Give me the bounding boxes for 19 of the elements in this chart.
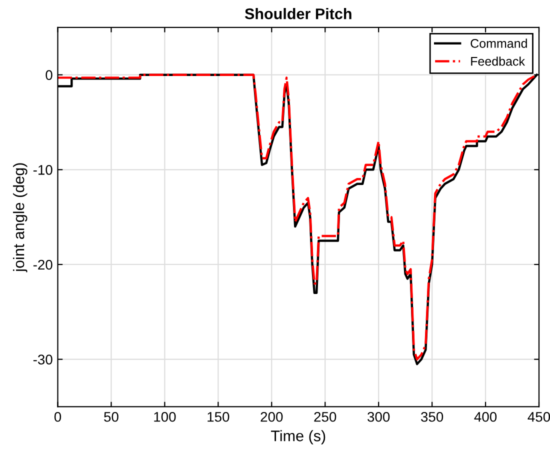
x-tick-label: 100 [154, 412, 176, 422]
legend-label: Command [470, 38, 527, 48]
x-tick-label: 300 [368, 412, 390, 422]
x-tick-label: 350 [421, 412, 444, 422]
x-tick-label: 400 [474, 412, 497, 422]
legend-label: Feedback [471, 56, 526, 66]
x-tick-label: 50 [104, 412, 118, 422]
x-tick-label: 0 [54, 412, 62, 422]
x-axis-title: Time (s) [271, 430, 326, 444]
x-tick-label: 450 [528, 412, 550, 422]
x-tick-label: 250 [314, 412, 336, 422]
y-tick-label: -20 [33, 260, 52, 270]
x-tick-label: 200 [260, 412, 283, 422]
y-tick-label: -30 [33, 354, 52, 364]
y-axis-title: joint angle (deg) [13, 163, 28, 272]
x-tick-label: 150 [208, 412, 230, 422]
y-tick-label: -10 [33, 164, 52, 175]
y-tick-label: 0 [46, 70, 52, 80]
chart-title: Shoulder Pitch [244, 8, 352, 20]
